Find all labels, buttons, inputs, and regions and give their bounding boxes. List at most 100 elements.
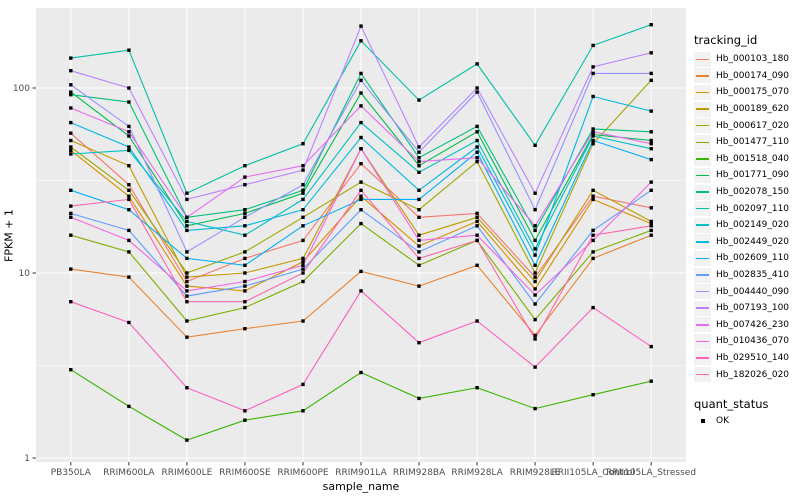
data-point — [533, 333, 537, 338]
legend-item: Hb_002835_410 — [694, 267, 789, 284]
legend-line-swatch — [696, 108, 709, 110]
x-tick-label: RRIM600LA — [103, 468, 155, 478]
data-point — [649, 206, 653, 210]
legend-line-swatch — [696, 58, 709, 61]
data-point — [185, 275, 189, 279]
legend-key — [694, 317, 711, 333]
data-point — [475, 319, 479, 323]
data-point — [185, 284, 189, 288]
legend-item: Hb_007193_100 — [694, 300, 789, 317]
data-point — [243, 183, 247, 187]
data-point — [417, 164, 421, 168]
data-point — [475, 215, 479, 219]
data-point — [533, 365, 537, 369]
x-tick-label: RRIM600SE — [219, 468, 271, 478]
data-point — [127, 148, 131, 153]
data-point — [417, 197, 421, 202]
data-point — [127, 134, 131, 138]
data-point — [301, 382, 305, 387]
data-point — [185, 438, 189, 442]
data-point — [533, 337, 537, 341]
data-point — [301, 409, 305, 413]
legend-line-swatch — [696, 357, 709, 359]
data-point — [301, 256, 305, 261]
data-point — [649, 221, 653, 226]
legend-item: Hb_001518_040 — [694, 151, 789, 168]
data-point — [533, 275, 537, 279]
legend-label: Hb_000103_180 — [716, 54, 790, 65]
data-point — [69, 83, 73, 87]
data-point — [301, 279, 305, 284]
data-point — [127, 164, 131, 168]
data-point — [243, 215, 247, 219]
data-point — [69, 138, 73, 143]
legend-label: Hb_000174_090 — [716, 70, 790, 81]
legend-item: Hb_000103_180 — [694, 51, 789, 68]
legend-label: Hb_001771_090 — [716, 170, 790, 181]
data-point — [301, 215, 305, 219]
data-point — [475, 156, 479, 160]
data-point — [185, 386, 189, 390]
data-point — [475, 224, 479, 228]
legend-label: Hb_000617_020 — [716, 120, 790, 131]
data-point — [359, 120, 363, 125]
legend-label: Hb_001477_110 — [716, 137, 790, 148]
data-point — [417, 263, 421, 267]
data-point — [185, 191, 189, 195]
data-point — [649, 157, 653, 162]
data-point — [533, 406, 537, 411]
legend-item-quant-status: OK — [694, 413, 729, 430]
data-point — [69, 120, 73, 125]
legend-line-swatch — [696, 141, 709, 144]
data-point — [359, 24, 363, 28]
data-point — [417, 170, 421, 174]
data-point — [185, 300, 189, 304]
data-point — [533, 238, 537, 243]
legend-key — [694, 350, 711, 366]
legend-item: Hb_000174_090 — [694, 68, 789, 85]
data-point — [127, 86, 131, 90]
data-point — [359, 289, 363, 293]
legend-line-swatch — [696, 207, 709, 210]
data-point — [127, 275, 131, 279]
data-point — [127, 194, 131, 198]
data-point — [649, 379, 653, 383]
data-point — [301, 263, 305, 267]
legend-key — [694, 51, 711, 67]
data-point — [533, 317, 537, 322]
data-point — [301, 271, 305, 275]
data-point — [533, 302, 537, 306]
data-point — [591, 233, 595, 237]
data-point — [243, 164, 247, 168]
data-point — [649, 188, 653, 192]
data-point — [69, 56, 73, 60]
data-point — [417, 145, 421, 149]
legend-line-swatch — [696, 191, 709, 193]
data-point — [127, 183, 131, 187]
legend-shape-title: quant_status — [694, 397, 769, 411]
data-point — [127, 404, 131, 409]
data-point — [359, 71, 363, 76]
data-point — [359, 221, 363, 226]
data-point — [243, 250, 247, 254]
data-point — [533, 287, 537, 291]
data-point — [591, 228, 595, 233]
data-point — [185, 319, 189, 323]
legend-item: Hb_029510_140 — [694, 350, 789, 367]
data-point — [359, 269, 363, 274]
legend-key — [694, 84, 711, 100]
data-point — [69, 215, 73, 219]
x-tick-label: RRIM928LA — [451, 468, 503, 478]
legend-label: Hb_002149_020 — [716, 220, 790, 231]
legend-color-title: tracking_id — [694, 33, 758, 47]
data-point — [417, 244, 421, 248]
data-point — [359, 104, 363, 108]
legend-key — [694, 284, 711, 300]
data-point — [127, 320, 131, 325]
data-point — [185, 335, 189, 339]
data-point — [69, 233, 73, 237]
data-point — [649, 180, 653, 184]
y-tick-label: 10 — [19, 269, 31, 279]
data-point — [243, 256, 247, 261]
legend-label: OK — [716, 416, 729, 427]
